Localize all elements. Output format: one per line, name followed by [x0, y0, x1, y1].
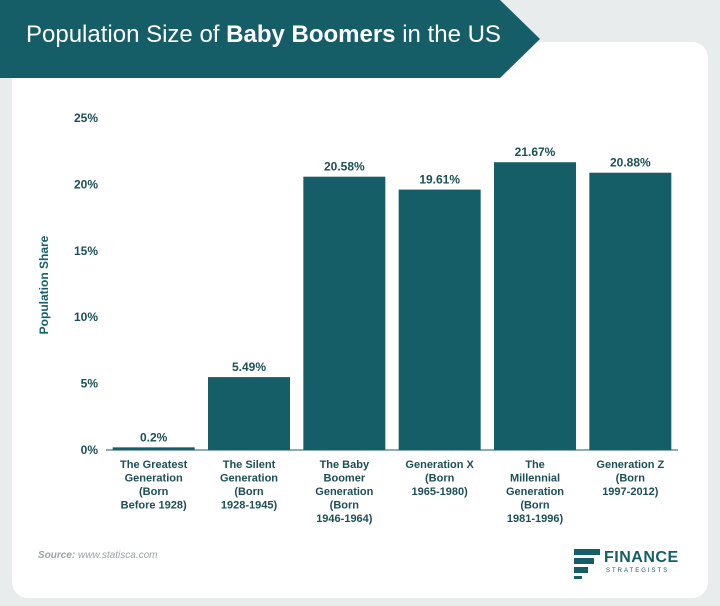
y-tick-label: 10% [74, 310, 98, 324]
source-label: Source: [38, 550, 76, 561]
y-tick-label: 20% [74, 177, 98, 191]
y-tick-label: 5% [81, 377, 99, 391]
source-url: www.statisca.com [78, 550, 158, 561]
finance-strategists-logo-icon [574, 549, 600, 579]
title-suffix: in the US [395, 21, 501, 48]
source-note: Source: www.statisca.com [38, 550, 157, 561]
data-label: 21.67% [515, 145, 556, 159]
bar [112, 447, 195, 450]
data-label: 5.49% [232, 360, 266, 374]
data-label: 19.61% [419, 173, 460, 187]
page-title: Population Size of Baby Boomers in the U… [26, 21, 501, 49]
data-label: 20.88% [610, 156, 651, 170]
y-tick-label: 25% [74, 111, 98, 125]
title-banner [0, 0, 540, 78]
data-label: 0.2% [140, 430, 168, 444]
finance-strategists-logo: FINANCE STRATEGISTS [574, 547, 694, 581]
title-prefix: Population Size of [26, 21, 227, 48]
bar [589, 172, 672, 450]
y-tick-label: 0% [81, 443, 99, 457]
bar [303, 176, 386, 450]
x-tick-label: The Greatest Generation (Born Before 1928) [120, 459, 188, 512]
data-label: 20.58% [324, 160, 365, 174]
x-tick-label: The Silent Generation (Born 1928-1945) [220, 459, 278, 512]
x-tick-label: The Baby Boomer Generation (Born 1946-1964) [315, 459, 373, 525]
logo-subtitle: STRATEGISTS [606, 568, 670, 574]
x-tick-label: Generation X (Born 1965-1980) [405, 459, 474, 498]
bar [494, 162, 576, 450]
x-tick-label: Generation Z (Born 1997-2012) [596, 459, 664, 498]
x-tick-label: The Millennial Generation (Born 1981-1996) [506, 459, 564, 525]
y-axis-label: Population Share [37, 235, 51, 335]
bar [398, 189, 481, 450]
logo-name: FINANCE [604, 549, 679, 566]
title-bold: Baby Boomers [226, 21, 396, 48]
y-tick-label: 15% [74, 244, 98, 258]
bar [208, 377, 290, 450]
